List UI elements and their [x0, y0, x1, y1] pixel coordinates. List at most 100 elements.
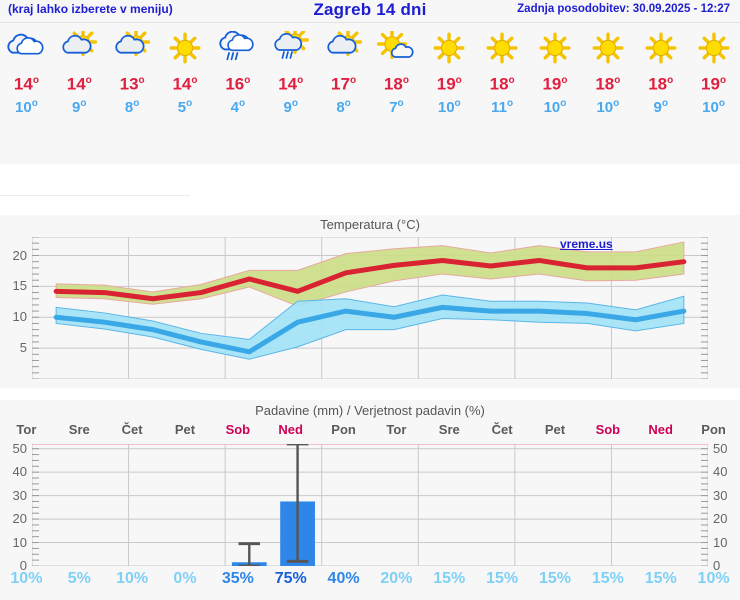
precip-day-label: Tor — [386, 422, 407, 437]
temp-min: 9o — [283, 97, 298, 116]
precip-day-label: Sob — [225, 422, 251, 437]
temp-max: 14o — [172, 74, 198, 94]
sunny-icon — [426, 31, 472, 67]
cloudy-rain-icon — [215, 31, 261, 67]
temp-max: 18o — [383, 74, 409, 94]
precip-probability-label: 20% — [380, 570, 413, 587]
precip-day-label: Pet — [544, 422, 566, 437]
weather-icon-wrap — [634, 29, 687, 69]
sunny-icon — [691, 31, 737, 67]
day-column-ned-1210[interactable]: 18o 9o — [634, 23, 687, 164]
day-column-sre-0110[interactable]: 14o 9o — [53, 23, 106, 164]
temp-max: 14o — [13, 74, 39, 94]
partly-sunny-icon — [56, 31, 102, 67]
temp-min: 9o — [72, 97, 87, 116]
precip-probability-label: 40% — [327, 570, 360, 587]
weather-icon-wrap — [317, 29, 370, 69]
section-separator-mid — [0, 388, 740, 400]
page-title: Zagreb 14 dni — [313, 0, 427, 19]
sunny-icon — [479, 31, 525, 67]
temperature-y-tick: 20 — [12, 247, 27, 263]
temp-min: 10o — [702, 97, 725, 116]
day-column-pon-1310[interactable]: 19o 10o — [687, 23, 740, 164]
precip-day-label: Čet — [491, 422, 513, 437]
day-column-sob-0410[interactable]: 16o 4o — [211, 23, 264, 164]
day-column-tor-3009[interactable]: 14o 10o — [0, 23, 53, 164]
precipitation-chart-title: Padavine (mm) / Verjetnost padavin (%) — [0, 403, 740, 418]
precip-y-tick: 0 — [19, 558, 27, 573]
precip-day-label: Ned — [648, 422, 673, 437]
day-column-ned-0510[interactable]: 14o 9o — [264, 23, 317, 164]
sunny-icon — [532, 31, 578, 67]
day-column-pet-0310[interactable]: 14o 5o — [159, 23, 212, 164]
precip-day-label: Pet — [174, 422, 196, 437]
daily-forecast-strip: 14o 10o 14o 9o 13o 8o 14o 5o 16o 4o 14o 9o 17o 8o 18o 7… — [0, 23, 740, 164]
weather-icon-wrap — [211, 29, 264, 69]
cloudy-icon — [3, 31, 49, 67]
precip-day-label: Ned — [278, 422, 303, 437]
last-updated-label: Zadnja posodobitev: 30.09.2025 - 12:27 — [517, 3, 730, 15]
day-column-čet-0210[interactable]: 13o 8o — [106, 23, 159, 164]
temp-max: 17o — [331, 74, 357, 94]
precipitation-chart-section: Padavine (mm) / Verjetnost padavin (%) T… — [0, 400, 740, 600]
precip-day-label: Sre — [438, 422, 460, 437]
temp-max: 14o — [66, 74, 92, 94]
location-hint: (kraj lahko izberete v meniju) — [8, 2, 173, 16]
precip-y-tick: 10 — [713, 534, 728, 550]
weather-icon-wrap — [53, 29, 106, 69]
precip-probability-label: 15% — [433, 570, 466, 587]
day-column-čet-0910[interactable]: 18o 11o — [476, 23, 529, 164]
precip-probability-label: 10% — [697, 570, 730, 587]
precip-day-label: Sre — [68, 422, 90, 437]
precip-probability-label: 10% — [10, 570, 43, 587]
partly-sunny-rain-icon — [268, 31, 314, 67]
temp-min: 11o — [491, 97, 514, 116]
temp-max: 19o — [436, 74, 462, 94]
temp-min: 10o — [15, 97, 38, 116]
precip-day-label: Sob — [595, 422, 621, 437]
temp-min: 10o — [596, 97, 620, 116]
precip-day-label: Pon — [331, 422, 356, 437]
header-divider — [0, 22, 740, 23]
precipitation-plot — [32, 444, 708, 566]
precip-y-tick: 50 — [12, 440, 27, 456]
day-column-sre-0810[interactable]: 19o 10o — [423, 23, 476, 164]
weather-icon-wrap — [264, 29, 317, 69]
weather-icon-wrap — [159, 29, 212, 69]
day-column-pon-0610[interactable]: 17o 8o — [317, 23, 370, 164]
weather-icon-wrap — [529, 29, 582, 69]
day-column-tor-0710[interactable]: 18o 7o — [370, 23, 423, 164]
temp-min: 10o — [543, 97, 567, 116]
temp-max: 18o — [648, 74, 674, 94]
weather-icon-wrap — [0, 29, 53, 69]
temp-min: 9o — [653, 97, 668, 116]
sunny-icon — [638, 31, 684, 67]
temp-min: 4o — [230, 97, 246, 116]
temperature-chart-title-text: Temperatura (°C) — [320, 217, 420, 232]
temperature-y-tick: 10 — [12, 309, 27, 325]
precip-day-label: Pon — [701, 422, 726, 437]
section-separator-top — [0, 164, 740, 215]
precip-probability-label: 15% — [486, 570, 519, 587]
temp-min: 8o — [124, 97, 140, 116]
precip-y-tick: 20 — [713, 511, 728, 527]
weather-icon-wrap — [476, 29, 529, 69]
precip-probability-label: 15% — [644, 570, 677, 587]
partly-sunny-icon — [321, 31, 367, 67]
precip-probability-label: 15% — [591, 570, 624, 587]
partly-sunny-icon — [109, 31, 155, 67]
precip-y-tick: 20 — [12, 511, 27, 527]
precip-probability-label: 0% — [173, 570, 197, 587]
day-column-pet-1010[interactable]: 19o 10o — [529, 23, 582, 164]
precip-y-tick: 40 — [713, 464, 728, 480]
watermark-label: vreme.us — [560, 237, 613, 251]
precip-day-label: Čet — [121, 422, 143, 437]
sunny-icon — [162, 31, 208, 67]
temperature-chart-title: Temperatura (°C) — [0, 217, 740, 232]
temp-max: 19o — [542, 74, 568, 94]
precip-probability-label: 75% — [274, 570, 307, 587]
day-column-sob-1110[interactable]: 18o 10o — [581, 23, 634, 164]
weather-icon-wrap — [423, 29, 476, 69]
sunny-cloud-icon — [373, 31, 419, 67]
precip-y-tick: 30 — [713, 487, 728, 503]
